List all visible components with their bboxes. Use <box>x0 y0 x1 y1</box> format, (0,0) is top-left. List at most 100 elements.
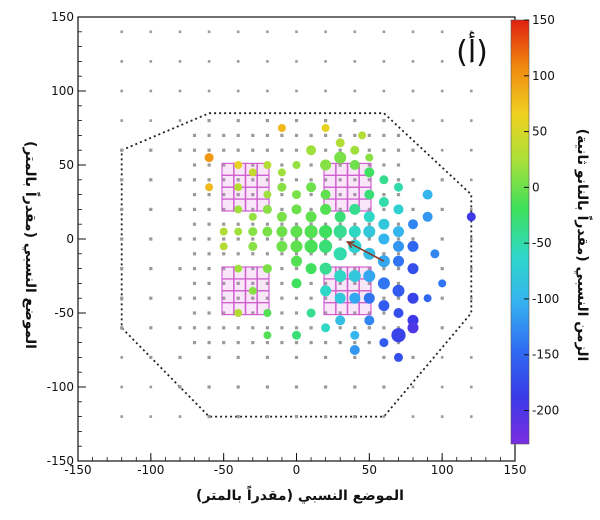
y-tick-label: -150 <box>47 454 74 468</box>
detector-station <box>440 296 444 300</box>
detector-station <box>120 385 123 389</box>
muon-detector-cell <box>323 174 337 188</box>
detector-station <box>353 60 357 63</box>
hit-marker <box>263 309 272 317</box>
detector-station <box>149 326 153 330</box>
y-tick-label: 50 <box>59 158 74 172</box>
detector-station <box>178 178 182 182</box>
detector-station <box>367 326 371 330</box>
detector-station <box>192 193 197 197</box>
detector-station <box>470 326 473 330</box>
hit-marker <box>292 161 301 169</box>
detector-station <box>353 178 357 182</box>
detector-station <box>382 60 386 63</box>
hit-marker <box>363 270 376 282</box>
detector-station <box>470 385 473 389</box>
hit-marker <box>438 279 447 288</box>
detector-station <box>207 326 211 330</box>
detector-station <box>324 385 328 389</box>
hit-marker <box>407 240 419 252</box>
muon-detector-cell <box>221 174 235 188</box>
detector-station <box>236 341 240 345</box>
detector-station <box>120 237 124 241</box>
muon-detector-cell <box>256 278 270 292</box>
muon-detector-cell <box>346 302 360 316</box>
colorbar-tick-label: -50 <box>532 236 552 250</box>
hit-marker <box>348 270 361 282</box>
detector-station <box>207 133 211 137</box>
detector-station <box>149 415 153 418</box>
detector-station <box>236 133 240 137</box>
detector-station <box>396 267 401 271</box>
detector-station <box>222 311 226 315</box>
detector-station <box>440 119 444 122</box>
detector-station <box>367 148 371 152</box>
detector-station <box>280 296 284 300</box>
muon-detector-cell <box>221 198 235 212</box>
hit-marker <box>277 168 286 177</box>
muon-detector-cell <box>221 266 235 280</box>
hit-marker <box>276 240 288 252</box>
detector-station <box>149 60 153 63</box>
hit-marker <box>291 204 302 215</box>
detector-station <box>382 148 386 152</box>
hit-marker <box>363 292 375 304</box>
detector-station <box>353 89 357 93</box>
muon-detector-cell <box>346 174 360 188</box>
detector-station <box>280 178 284 182</box>
detector-station <box>178 30 182 34</box>
detector-station <box>396 341 401 345</box>
colorbar-tick-label: -150 <box>532 348 559 362</box>
detector-station <box>324 252 328 256</box>
detector-station <box>251 222 255 226</box>
detector-station <box>207 60 211 63</box>
detector-station <box>149 178 153 182</box>
colorbar-tick-label: -200 <box>532 404 559 418</box>
y-axis-title: الموضع النسبي (مقدراً بالمتر) <box>22 141 41 349</box>
detector-station <box>178 326 182 330</box>
y-tick-label: -100 <box>47 380 74 394</box>
hit-marker <box>319 225 333 239</box>
detector-station <box>265 385 269 389</box>
muon-detector-cell <box>244 174 258 188</box>
colorbar-gradient <box>510 19 530 445</box>
detector-station <box>222 296 226 300</box>
detector-station <box>353 30 357 34</box>
detector-station <box>411 385 415 389</box>
detector-station <box>353 133 357 137</box>
detector-station <box>251 178 255 182</box>
hit-marker <box>334 151 347 164</box>
muon-detector-cell <box>256 290 270 304</box>
hit-marker <box>219 227 228 236</box>
detector-station <box>149 267 153 271</box>
detector-station <box>294 252 299 256</box>
detector-station <box>382 267 386 271</box>
muon-detector-cell <box>221 290 235 304</box>
muon-detector-cell <box>221 278 235 292</box>
x-tick-label: 50 <box>362 463 377 477</box>
detector-station <box>207 237 211 241</box>
detector-station <box>266 30 269 34</box>
detector-station <box>236 30 240 34</box>
hit-marker <box>263 190 272 199</box>
detector-station <box>120 207 124 211</box>
detector-station <box>236 60 240 63</box>
detector-station <box>149 119 153 122</box>
hit-marker <box>348 225 361 238</box>
hit-marker <box>292 330 301 340</box>
detector-station <box>251 207 255 211</box>
hit-marker <box>350 145 360 155</box>
detector-station <box>207 148 211 152</box>
detector-station <box>178 385 182 389</box>
detector-station <box>294 133 299 137</box>
detector-station <box>470 296 473 300</box>
hit-marker <box>276 226 288 238</box>
detector-station <box>251 326 255 330</box>
hit-marker <box>364 315 375 326</box>
muon-detector-cell <box>244 186 258 200</box>
detector-station <box>120 178 124 182</box>
y-tick-label: 0 <box>66 232 74 246</box>
hit-marker <box>379 175 389 185</box>
detector-station <box>265 148 269 152</box>
